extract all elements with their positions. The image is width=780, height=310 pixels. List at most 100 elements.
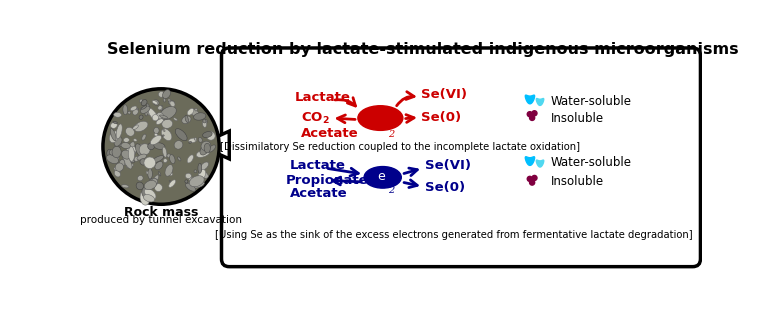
Text: Se(0): Se(0): [421, 111, 462, 124]
Ellipse shape: [122, 150, 131, 159]
Circle shape: [530, 115, 534, 121]
Ellipse shape: [115, 163, 123, 171]
Circle shape: [527, 112, 533, 117]
Text: Acetate: Acetate: [301, 127, 359, 140]
Ellipse shape: [160, 115, 168, 119]
Ellipse shape: [174, 141, 183, 149]
Ellipse shape: [203, 119, 206, 123]
Ellipse shape: [142, 187, 151, 199]
Ellipse shape: [189, 138, 197, 143]
FancyArrowPatch shape: [406, 115, 414, 122]
Ellipse shape: [151, 135, 161, 145]
Ellipse shape: [106, 155, 119, 164]
Ellipse shape: [112, 146, 121, 158]
Polygon shape: [537, 160, 544, 167]
Ellipse shape: [116, 134, 118, 137]
Ellipse shape: [190, 176, 204, 187]
Circle shape: [532, 111, 537, 116]
Ellipse shape: [140, 191, 150, 205]
Ellipse shape: [157, 113, 164, 119]
Ellipse shape: [162, 135, 164, 136]
Text: $\mathbf{CO_2}$: $\mathbf{CO_2}$: [301, 110, 330, 126]
Ellipse shape: [129, 142, 135, 150]
Ellipse shape: [169, 180, 171, 182]
Ellipse shape: [178, 157, 181, 161]
Ellipse shape: [199, 169, 206, 180]
Circle shape: [532, 175, 537, 180]
Ellipse shape: [203, 120, 207, 127]
Ellipse shape: [109, 131, 119, 143]
Ellipse shape: [137, 175, 143, 181]
Text: 2: 2: [388, 130, 395, 139]
FancyBboxPatch shape: [222, 48, 700, 267]
Ellipse shape: [126, 159, 135, 162]
Text: 2: 2: [388, 186, 395, 195]
Ellipse shape: [139, 115, 143, 119]
Text: Lactate: Lactate: [295, 91, 351, 104]
Text: Se(VI): Se(VI): [424, 159, 470, 172]
Ellipse shape: [207, 132, 215, 140]
Ellipse shape: [147, 143, 154, 150]
Ellipse shape: [186, 180, 204, 188]
Ellipse shape: [140, 159, 146, 165]
Ellipse shape: [154, 143, 165, 149]
Ellipse shape: [133, 126, 136, 129]
Ellipse shape: [204, 120, 207, 123]
Ellipse shape: [161, 119, 172, 128]
Text: Water-soluble: Water-soluble: [551, 156, 632, 169]
Ellipse shape: [133, 125, 138, 130]
Ellipse shape: [364, 166, 401, 188]
Ellipse shape: [117, 142, 122, 146]
Ellipse shape: [198, 137, 202, 142]
Ellipse shape: [136, 182, 144, 190]
Ellipse shape: [142, 134, 146, 140]
Ellipse shape: [168, 100, 175, 104]
Ellipse shape: [201, 141, 211, 151]
Text: [Using Se as the sink of the excess electrons generated from fermentative lactat: [Using Se as the sink of the excess elec…: [215, 230, 693, 240]
Ellipse shape: [121, 143, 130, 148]
Ellipse shape: [200, 146, 208, 155]
Ellipse shape: [122, 185, 129, 188]
Ellipse shape: [158, 91, 164, 97]
Ellipse shape: [187, 108, 193, 115]
Ellipse shape: [123, 105, 128, 115]
Ellipse shape: [204, 143, 211, 153]
Ellipse shape: [193, 113, 206, 120]
Text: Insoluble: Insoluble: [551, 175, 604, 188]
Polygon shape: [537, 99, 544, 105]
Ellipse shape: [145, 107, 153, 115]
FancyArrowPatch shape: [328, 168, 358, 176]
Text: Acetate: Acetate: [289, 187, 347, 200]
Ellipse shape: [185, 180, 188, 183]
Ellipse shape: [154, 133, 158, 136]
Ellipse shape: [176, 129, 187, 141]
Ellipse shape: [173, 118, 177, 121]
Ellipse shape: [194, 138, 197, 140]
Ellipse shape: [165, 165, 173, 176]
Ellipse shape: [161, 129, 172, 141]
Ellipse shape: [186, 183, 196, 191]
Ellipse shape: [163, 159, 167, 162]
Ellipse shape: [147, 171, 148, 174]
Ellipse shape: [144, 194, 154, 202]
FancyArrowPatch shape: [338, 115, 355, 123]
Ellipse shape: [116, 124, 122, 139]
Ellipse shape: [198, 163, 202, 173]
Ellipse shape: [156, 118, 164, 124]
Ellipse shape: [189, 141, 191, 144]
Ellipse shape: [137, 154, 147, 160]
Ellipse shape: [160, 106, 176, 120]
Ellipse shape: [134, 144, 146, 151]
Circle shape: [103, 89, 219, 204]
Ellipse shape: [144, 188, 156, 199]
Ellipse shape: [162, 147, 167, 157]
Ellipse shape: [144, 180, 156, 190]
Ellipse shape: [152, 114, 158, 121]
Text: e: e: [378, 170, 385, 183]
Ellipse shape: [136, 108, 139, 110]
Ellipse shape: [141, 100, 147, 106]
Ellipse shape: [158, 171, 161, 176]
Ellipse shape: [148, 160, 152, 163]
Text: [Dissimilatory Se reduction coupled to the incomplete lactate oxidation]: [Dissimilatory Se reduction coupled to t…: [220, 142, 580, 152]
Ellipse shape: [134, 156, 140, 161]
